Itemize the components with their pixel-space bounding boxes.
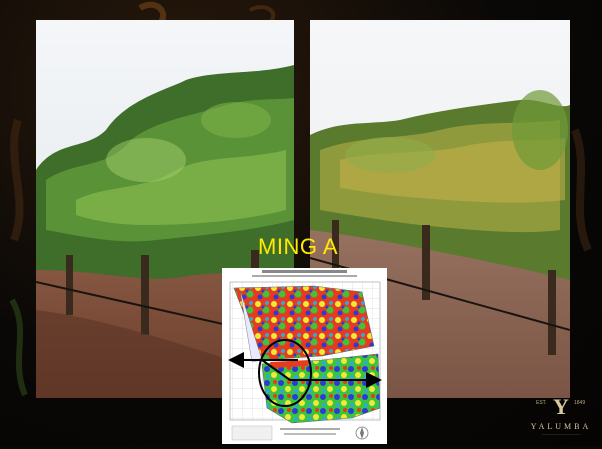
logo-tagline-rule: ————————————— <box>541 432 581 436</box>
logo-year-label: 1849 <box>574 400 586 406</box>
logo-est-label: EST. <box>536 400 547 406</box>
logo-name: YALUMBA <box>530 422 592 431</box>
vineyard-photo-right <box>310 20 570 398</box>
circle-marker <box>258 339 312 407</box>
vineyard-zone-map <box>222 268 387 444</box>
logo-monogram: Y <box>553 394 569 419</box>
yalumba-logo: EST. Y 1849 YALUMBA ————————————— <box>530 394 592 438</box>
slide-caption: MING A <box>258 234 339 259</box>
